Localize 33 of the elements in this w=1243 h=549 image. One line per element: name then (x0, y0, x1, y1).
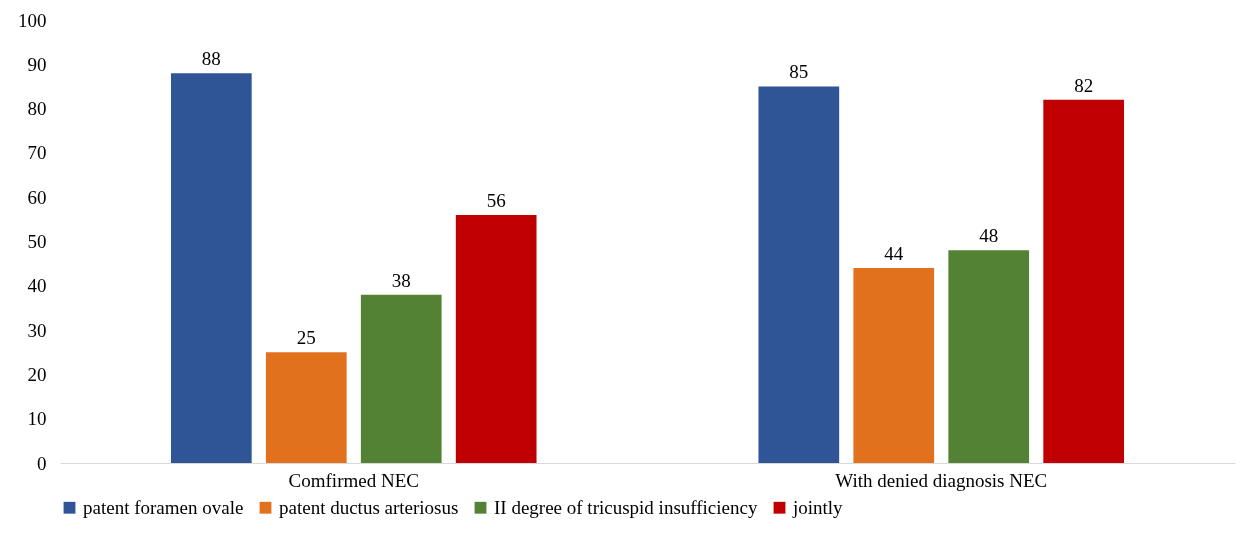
y-tick-label: 70 (27, 142, 47, 164)
y-tick-label: 90 (27, 53, 47, 75)
data-label: 25 (296, 327, 316, 349)
bar (853, 268, 935, 463)
bar (265, 352, 347, 463)
y-tick-label: 40 (27, 275, 47, 297)
y-tick-label: 0 (37, 452, 47, 474)
x-tick-label: With denied diagnosis NEC (835, 469, 1048, 491)
y-tick-label: 50 (27, 231, 47, 252)
y-tick-label: 100 (18, 9, 47, 31)
y-tick-label: 60 (27, 186, 47, 208)
data-label: 48 (979, 225, 999, 247)
y-tick-label: 10 (27, 408, 47, 430)
bar (360, 294, 442, 463)
data-label: 38 (391, 269, 411, 291)
data-label: 82 (1074, 74, 1094, 96)
legend-label: patent ductus arteriosus (279, 496, 459, 518)
data-label: 85 (789, 61, 809, 83)
legend-label: II degree of tricuspid insufficiency (494, 496, 758, 518)
bar (455, 214, 537, 463)
data-label: 44 (884, 243, 904, 265)
bar (170, 73, 252, 463)
bar (948, 250, 1030, 463)
data-label: 56 (486, 189, 506, 211)
data-label: 88 (201, 48, 221, 70)
legend-label: jointly (792, 496, 844, 518)
legend-label: patent foramen ovale (83, 496, 244, 518)
y-tick-label: 20 (27, 363, 47, 385)
y-tick-label: 30 (27, 319, 47, 341)
y-tick-label: 80 (27, 98, 47, 120)
bar (1043, 99, 1125, 463)
bar (758, 86, 840, 463)
x-tick-label: Comfirmed NEC (288, 469, 419, 491)
